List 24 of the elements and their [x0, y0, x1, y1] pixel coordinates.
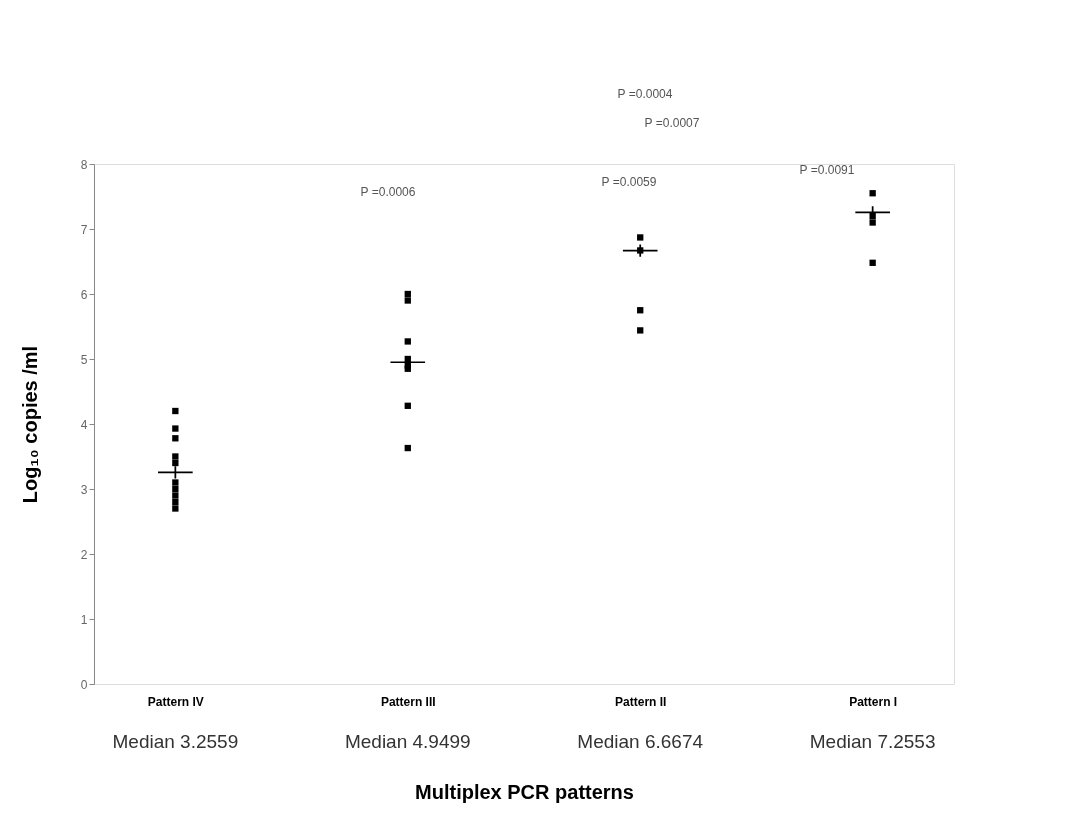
text: P =0.0007	[644, 116, 700, 130]
text: Median 3.2559	[112, 731, 239, 752]
text: Median 4.9499	[344, 731, 471, 752]
y-tick-label: 5	[80, 352, 88, 367]
y-tick-label: 7	[80, 222, 88, 237]
y-tick-label: 2	[80, 547, 88, 562]
y-tick-label: 6	[80, 287, 88, 302]
text: P =0.0004	[617, 87, 673, 101]
annotation: P =0.0059	[601, 175, 657, 189]
x-tick-label: Pattern II	[615, 694, 667, 709]
x-tick-label: Pattern III	[380, 694, 436, 709]
annotation: P =0.0006	[360, 185, 416, 199]
y-tick-label: 8	[80, 157, 88, 172]
annotation: P =0.0091	[799, 163, 855, 177]
y-tick-label: 1	[80, 612, 88, 627]
x-tick-label: Pattern IV	[147, 694, 204, 709]
y-tick-label: 3	[80, 482, 88, 497]
text: Median 6.6674	[577, 731, 704, 752]
text: Median 7.2553	[809, 731, 936, 752]
y-axis-title: Log₁₀ copies /ml	[18, 345, 41, 504]
y-tick-label: 4	[80, 417, 88, 432]
x-axis-title: Multiplex PCR patterns	[415, 780, 634, 803]
y-tick-label: 0	[80, 677, 88, 692]
x-tick-label: Pattern I	[849, 694, 898, 709]
